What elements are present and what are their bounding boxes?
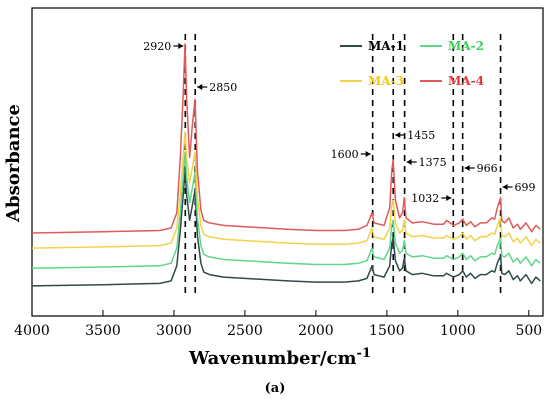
plot-frame (31, 7, 544, 317)
annotation-label-2920: 2920 (143, 40, 171, 53)
annotation-label-966: 966 (477, 162, 498, 175)
annotation-arrowhead-1032 (446, 195, 452, 201)
x-tick-label: 4000 (14, 323, 50, 339)
annotation-arrowhead-1375 (406, 159, 412, 165)
x-tick-group: 4000 3500 3000 2500 2000 1500 1000 500 (14, 310, 542, 339)
annotation-group: 2920 2850 1600 1455 1375 1032 966 699 (143, 40, 535, 205)
annotation-arrowhead-1600 (365, 151, 371, 157)
legend-label-ma-1: MA-1 (368, 39, 404, 53)
x-tick-label: 3500 (85, 323, 121, 339)
annotation-arrowhead-699 (502, 184, 508, 190)
series-line-ma-2 (31, 151, 541, 270)
annotation-label-2850: 2850 (209, 81, 237, 94)
series-group (31, 43, 541, 287)
annotation-arrowhead-2850 (197, 84, 203, 90)
legend-label-ma-2: MA-2 (448, 39, 484, 53)
x-tick-label: 3000 (156, 323, 192, 339)
series-line-ma-1 (31, 169, 541, 287)
figure-caption: (a) (265, 381, 286, 396)
annotation-label-1600: 1600 (331, 148, 359, 161)
plot-border (31, 7, 544, 317)
legend: MA-1 MA-2 MA-3 MA-4 (340, 39, 484, 88)
y-axis-title: Absorbance (3, 104, 24, 223)
x-tick-label: 2000 (298, 323, 334, 339)
annotation-label-1455: 1455 (407, 129, 435, 142)
annotation-arrowhead-1455 (395, 132, 401, 138)
annotation-arrowhead-966 (464, 165, 470, 171)
annotation-label-1032: 1032 (411, 192, 439, 205)
x-tick-label: 500 (515, 323, 542, 339)
annotation-label-1375: 1375 (419, 156, 447, 169)
series-line-ma-3 (31, 131, 541, 249)
legend-label-ma-4: MA-4 (448, 74, 484, 88)
x-tick-label: 1500 (369, 323, 405, 339)
x-tick-label: 2500 (227, 323, 263, 339)
x-axis-title: Wavenumber/cm-1 (188, 346, 371, 369)
x-axis-title-superscript: -1 (357, 346, 371, 361)
x-tick-label: 1000 (440, 323, 476, 339)
legend-label-ma-3: MA-3 (368, 74, 404, 88)
series-line-ma-4 (31, 43, 541, 234)
x-axis-title-text: Wavenumber/cm (188, 348, 357, 369)
annotation-label-699: 699 (515, 181, 536, 194)
annotation-arrowhead-2920 (178, 43, 184, 49)
